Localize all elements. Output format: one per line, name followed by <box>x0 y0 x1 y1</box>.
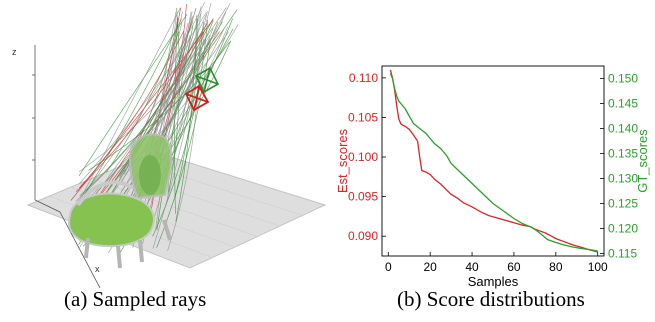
depth-axis-line <box>34 199 61 213</box>
plot-frame <box>381 65 605 257</box>
chair-leg-4 <box>162 219 172 241</box>
right-tick-label: 0.115 <box>608 247 637 261</box>
series-line-gt-scores <box>389 73 598 252</box>
sampled-ray <box>79 11 207 185</box>
sampled-ray <box>78 14 188 176</box>
sampled-ray <box>152 36 205 249</box>
left-axis-ticks: 0.090 0.095 0.100 0.105 0.110 <box>348 71 386 243</box>
chair-leg-1 <box>84 237 90 259</box>
z-axis-label: z <box>12 47 17 57</box>
sampled-ray <box>79 30 185 189</box>
score-distributions-chart: 0 20 40 60 80 100 0.090 0.095 0.100 0.105 0.110 0… <box>335 65 650 289</box>
right-tick-label: 0.120 <box>608 222 638 236</box>
chair-leg-2 <box>138 239 144 263</box>
sampled-ray <box>175 15 198 222</box>
left-tick-label: 0.100 <box>348 150 378 164</box>
sampled-rays-scene: z x <box>12 1 327 289</box>
x-tick-label: 20 <box>423 260 437 274</box>
left-tick-label: 0.090 <box>348 229 378 243</box>
chair-object <box>68 133 173 269</box>
sampled-ray <box>75 41 206 202</box>
right-axis-ticks: 0.115 0.120 0.125 0.130 0.135 0.140 0.145 0.150 <box>600 72 638 261</box>
panel-a-caption: (a) Sampled rays <box>64 287 207 311</box>
x-tick-label: 40 <box>465 260 479 274</box>
right-tick-label: 0.125 <box>608 197 638 211</box>
sampled-ray <box>167 39 201 251</box>
sampled-ray <box>79 7 181 201</box>
x-axis-label: x <box>95 264 100 274</box>
grid-line <box>91 178 258 237</box>
left-tick-label: 0.110 <box>349 71 378 85</box>
left-axis-title: Est_scores <box>335 128 350 193</box>
chair-seat <box>68 192 155 248</box>
series-line-est-scores <box>389 69 598 253</box>
score-distributions-panel: 0 20 40 60 80 100 0.090 0.095 0.100 0.105 0.110 0… <box>330 0 655 322</box>
right-tick-label: 0.145 <box>608 97 638 111</box>
panel-b-caption: (b) Score distributions <box>397 287 585 311</box>
right-tick-label: 0.150 <box>608 72 638 86</box>
x-tick-label: 0 <box>385 260 392 274</box>
chair-arm <box>76 180 134 207</box>
series-lines <box>389 69 598 253</box>
left-tick-label: 0.105 <box>348 110 378 124</box>
right-tick-label: 0.135 <box>608 147 638 161</box>
x-axis-ticks: 0 20 40 60 80 100 <box>385 252 608 274</box>
chair-leg-3 <box>116 245 122 269</box>
left-tick-label: 0.095 <box>348 190 378 204</box>
sampled-rays-panel: z x (a) Sampled <box>12 1 327 311</box>
camera-frustum-green <box>194 66 220 94</box>
x-tick-label: 80 <box>549 260 563 274</box>
right-tick-label: 0.130 <box>608 172 638 186</box>
x-tick-label: 60 <box>507 260 521 274</box>
right-axis-title: GT_scores <box>635 129 650 193</box>
x-axis-title: Samples <box>468 274 519 289</box>
sampled-ray <box>82 18 182 199</box>
sampled-ray <box>155 31 189 229</box>
sampled-ray <box>120 28 234 215</box>
x-axis-line <box>59 211 101 289</box>
sampled-ray <box>168 10 202 179</box>
x-tick-label: 100 <box>588 260 608 274</box>
camera-frustum-red <box>184 84 210 112</box>
chair-back-cushion <box>139 155 161 195</box>
right-tick-label: 0.140 <box>608 122 638 136</box>
